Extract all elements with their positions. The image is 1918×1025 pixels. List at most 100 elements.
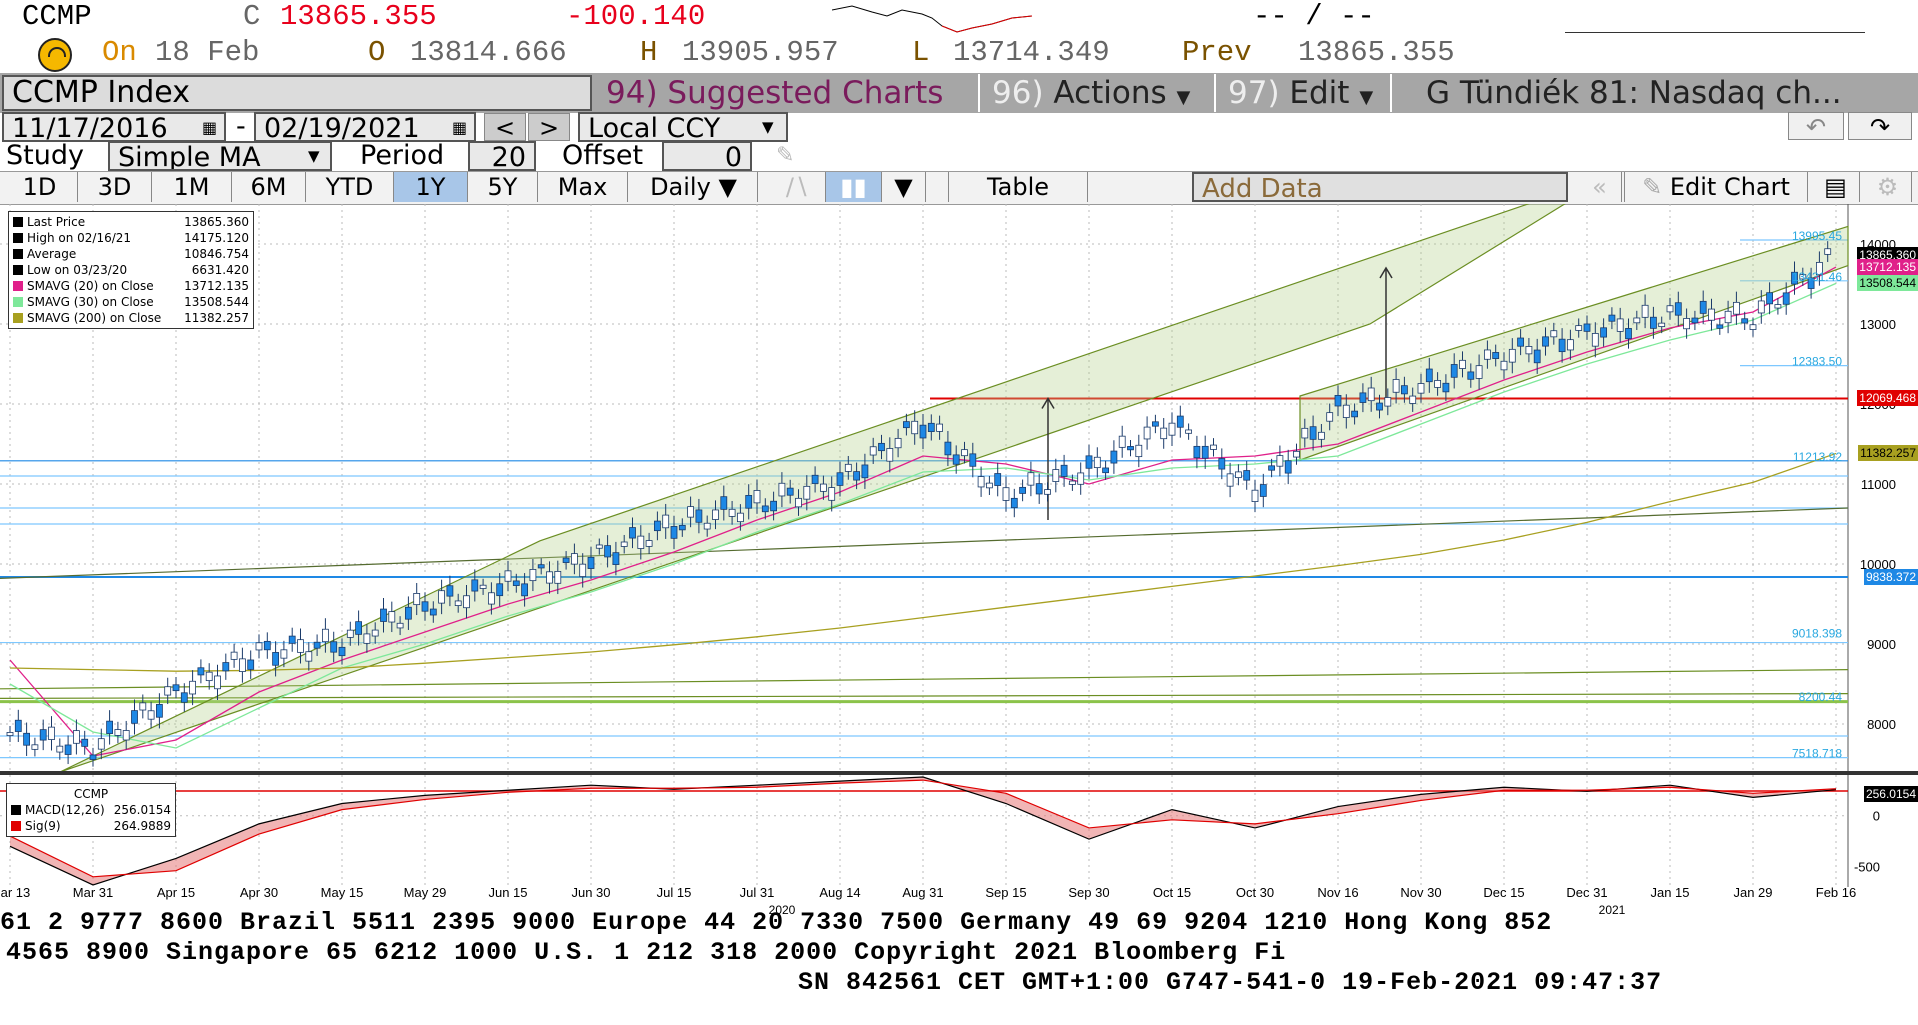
collapse-button[interactable]: «: [1578, 172, 1622, 202]
offset-input[interactable]: 0: [662, 141, 752, 171]
redo-icon: ↷: [1869, 113, 1891, 141]
price-chart[interactable]: 80009000100001100012000130001400013995.4…: [0, 204, 1918, 772]
fib-level-label: 7518.718: [1792, 747, 1842, 761]
macd-line: [9, 776, 1837, 886]
chart-type-dropdown[interactable]: ▼: [882, 172, 926, 202]
range-button-max[interactable]: Max: [538, 172, 628, 202]
candle-body: [39, 729, 47, 741]
candle-body: [903, 421, 910, 429]
edit-label: Edit: [1289, 75, 1350, 111]
candle-body: [1625, 328, 1632, 340]
macd-chart[interactable]: 0 -500: [0, 775, 1918, 887]
suggested-num: 94): [606, 75, 658, 111]
legend-swatch: [11, 821, 21, 831]
scroll-right-button[interactable]: >: [528, 113, 570, 142]
arrow-head: [1379, 266, 1393, 279]
legend-value: 13508.544: [184, 295, 249, 309]
candle-body: [604, 545, 611, 558]
candle-body: [1301, 427, 1309, 439]
macd-value-tag: 256.0154: [1863, 786, 1918, 802]
macd-histogram-fill: [10, 777, 1836, 885]
study-select[interactable]: Simple MA: [108, 141, 332, 171]
period-input[interactable]: 20: [468, 141, 536, 171]
security-field[interactable]: CCMP Index: [2, 75, 592, 111]
candle-chart-button[interactable]: ▮▮: [826, 172, 882, 202]
candle-body: [1757, 300, 1765, 314]
legend-label: Last Price: [27, 215, 86, 229]
range-button-5y[interactable]: 5Y: [468, 172, 538, 202]
bid-ask-spread: -- / --: [1253, 0, 1375, 33]
candle-body: [1367, 387, 1375, 402]
candle-body: [1442, 382, 1450, 393]
candle-body: [1749, 324, 1757, 330]
candle-body: [803, 485, 811, 500]
candle-body: [986, 482, 993, 489]
candle-body: [446, 585, 454, 597]
speedometer-icon[interactable]: [38, 38, 72, 72]
suggested-charts-menu[interactable]: 94) Suggested Charts: [606, 74, 943, 112]
candle-body: [421, 601, 429, 612]
currency-select[interactable]: Local CCY: [578, 112, 788, 142]
ma-line-smavg200: [9, 452, 1837, 672]
range-button-6m[interactable]: 6M: [232, 172, 306, 202]
candle-body: [1674, 302, 1682, 316]
range-button-1y[interactable]: 1Y: [394, 172, 468, 202]
chevron-down-icon[interactable]: ▼: [308, 147, 320, 165]
candle-body: [355, 621, 363, 635]
study-text: Simple MA: [118, 142, 261, 171]
y-tick-label: 8000: [1867, 717, 1896, 732]
fib-level-label: 13431.46: [1792, 270, 1842, 284]
range-button-1m[interactable]: 1M: [152, 172, 232, 202]
frequency-select[interactable]: Daily ▼: [630, 172, 758, 202]
end-date-field[interactable]: 02/19/2021: [254, 112, 476, 142]
pen-icon[interactable]: ✎: [776, 143, 795, 168]
legend-value: 11382.257: [184, 311, 249, 325]
candle-body: [521, 583, 528, 597]
legend-row: SMAVG (200) on Close 11382.257: [13, 310, 249, 326]
scroll-left-button[interactable]: <: [484, 113, 526, 142]
actions-menu[interactable]: 96) Actions ▼: [992, 74, 1190, 112]
candle-body: [106, 720, 113, 734]
chart-settings-button[interactable]: ▤: [1812, 172, 1860, 202]
range-button-1d[interactable]: 1D: [2, 172, 78, 202]
candle-body: [172, 684, 180, 692]
candle-body: [1110, 450, 1118, 464]
redo-button[interactable]: ↷: [1848, 112, 1912, 141]
candle-body: [645, 540, 653, 547]
candle-body: [297, 639, 304, 653]
panel-divider[interactable]: [0, 771, 1918, 775]
edit-chart-button[interactable]: ✎ Edit Chart: [1624, 172, 1808, 202]
gear-button[interactable]: ⚙: [1864, 172, 1912, 202]
candle-body: [471, 579, 479, 592]
candle-body: [330, 641, 338, 653]
range-button-3d[interactable]: 3D: [78, 172, 152, 202]
legend-swatch: [13, 249, 23, 259]
candle-body: [197, 667, 205, 676]
table-button[interactable]: Table: [948, 172, 1088, 202]
candle-body: [1799, 274, 1807, 280]
legend-row: Low on 03/23/20 6631.420: [13, 262, 249, 278]
price-tag: 13865.360: [1857, 246, 1918, 263]
chart-edit-icon: ▤: [1824, 173, 1847, 201]
candle-body: [438, 590, 446, 604]
candle-body: [662, 514, 670, 529]
chevron-down-icon[interactable]: ▼: [762, 118, 774, 136]
range-button-ytd[interactable]: YTD: [306, 172, 394, 202]
calendar-icon[interactable]: ▦: [202, 118, 218, 137]
start-date-field[interactable]: 11/17/2016: [2, 112, 226, 142]
add-data-field[interactable]: Add Data: [1192, 172, 1568, 202]
prev-price: 13865.355: [1298, 36, 1455, 69]
suggested-label: Suggested Charts: [667, 75, 944, 111]
edit-menu[interactable]: 97) Edit ▼: [1228, 74, 1373, 112]
x-tick-label: May 15: [321, 885, 364, 900]
calendar-icon[interactable]: ▦: [452, 118, 468, 137]
line-chart-button[interactable]: ∕∖: [770, 172, 826, 202]
candle-body: [180, 692, 188, 703]
candle-body: [1060, 464, 1068, 477]
candle-body: [977, 476, 985, 488]
legend-label: SMAVG (200) on Close: [27, 311, 162, 325]
undo-button[interactable]: ↶: [1788, 112, 1844, 141]
candle-body: [1650, 316, 1657, 329]
candle-body: [1450, 364, 1458, 378]
candle-body: [73, 730, 80, 744]
